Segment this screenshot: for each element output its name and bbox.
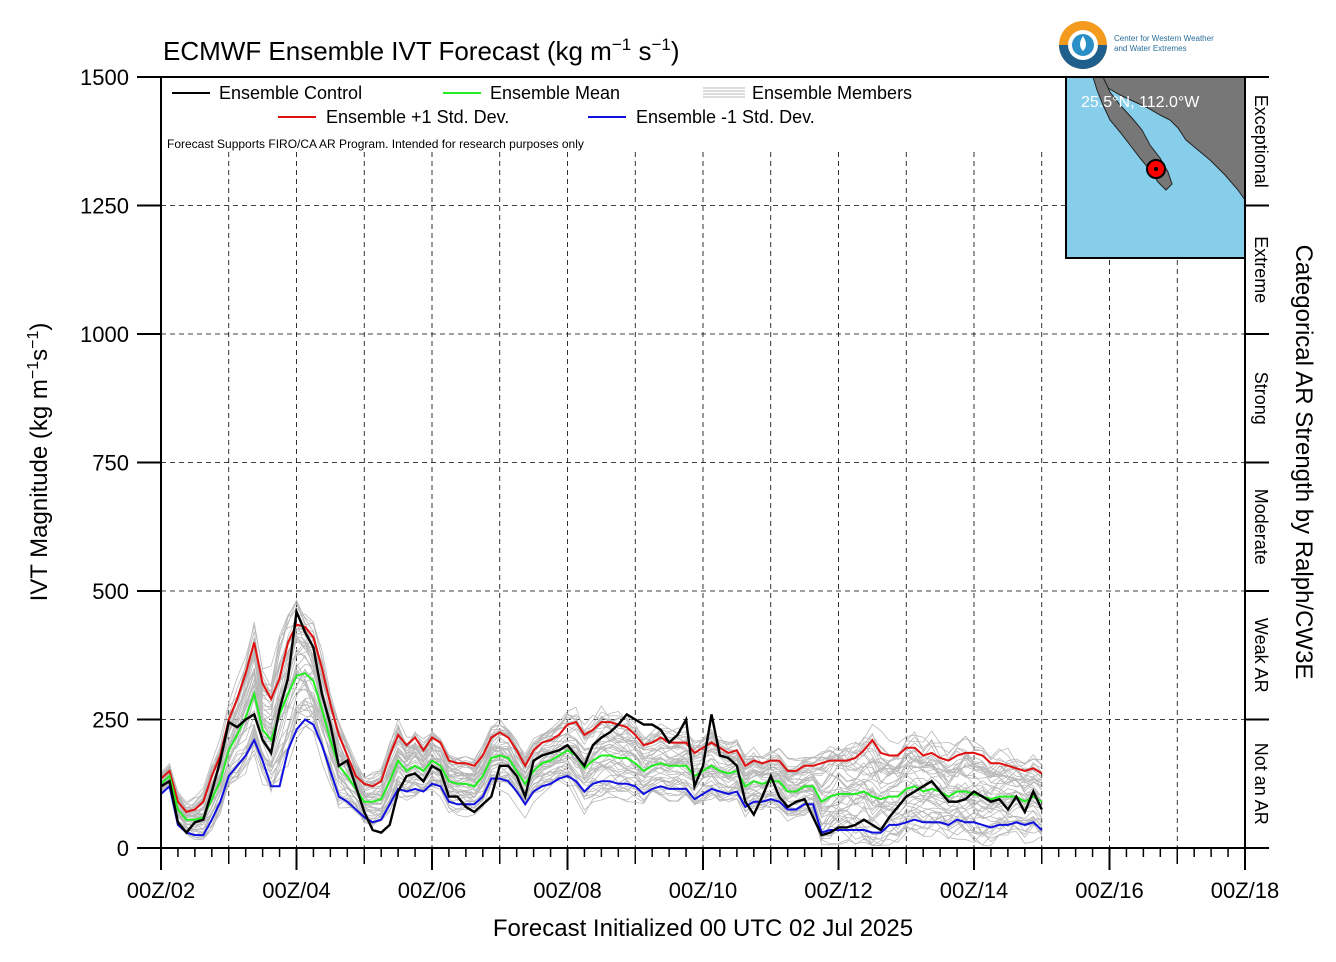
category-label: Moderate (1251, 489, 1271, 565)
category-label: Extreme (1251, 236, 1271, 303)
legend-swatch-members (703, 87, 745, 98)
inset-border (1065, 76, 1246, 259)
ensemble-member-line (160, 700, 1043, 844)
legend-label-mean: Ensemble Mean (490, 83, 620, 103)
ensemble-member-line (160, 639, 1042, 816)
y-tick-label: 750 (92, 451, 129, 476)
legend-label-control: Ensemble Control (219, 83, 362, 103)
series-line-minus1 (160, 718, 1043, 837)
x-tick-label: 00Z/12 (804, 878, 873, 903)
ensemble-member-line (160, 622, 1042, 812)
x-axis-title: Forecast Initialized 00 UTC 02 Jul 2025 (493, 915, 913, 942)
series-line-mean (160, 672, 1043, 821)
y-tick-label: 500 (92, 579, 129, 604)
ensemble-member-line (160, 677, 1043, 824)
legend-label-minus1: Ensemble -1 Std. Dev. (636, 107, 815, 127)
y-tick-label: 0 (117, 836, 129, 861)
y-tick-label: 1250 (80, 194, 129, 219)
y-tick-label: 1000 (80, 322, 129, 347)
x-tick-label: 00Z/14 (940, 878, 1009, 903)
category-label: Not an AR (1251, 743, 1271, 825)
x-tick-label: 00Z/18 (1211, 878, 1280, 903)
x-tick-label: 00Z/08 (533, 878, 602, 903)
legend-label-plus1: Ensemble +1 Std. Dev. (326, 107, 509, 127)
ensemble-member-line (160, 718, 1043, 846)
ensemble-member-line (160, 632, 1042, 817)
ensemble-member-line (160, 704, 1042, 840)
logo-text-line1: Center for Western Weather (1114, 34, 1214, 43)
chart-title: ECMWF Ensemble IVT Forecast (kg m−1 s−1) (163, 35, 680, 66)
right-axis-title: Categorical AR Strength by Ralph/CW3E (1290, 245, 1317, 680)
x-tick-label: 00Z/10 (669, 878, 738, 903)
ensemble-member-line (160, 711, 1043, 834)
ensemble-member-line (160, 684, 1043, 822)
logo-text-line2: and Water Extremes (1114, 44, 1187, 53)
category-label: Weak AR (1251, 618, 1271, 693)
ensemble-member-line (160, 697, 1043, 846)
location-marker-center (1154, 167, 1158, 171)
category-label: Exceptional (1251, 95, 1271, 188)
ensemble-member-line (160, 697, 1043, 846)
x-tick-label: 00Z/02 (127, 878, 196, 903)
x-tick-label: 00Z/04 (262, 878, 331, 903)
ensemble-members (160, 599, 1043, 846)
legend: Ensemble Control Ensemble Mean Ensemble … (167, 83, 912, 151)
location-inset-map: 25.5°N, 112.0°W (1065, 76, 1246, 259)
ensemble-member-line (160, 635, 1043, 815)
legend-label-members: Ensemble Members (752, 83, 912, 103)
series-line-plus1 (160, 623, 1043, 814)
water-drop-icon (1080, 36, 1086, 51)
inset-coordinates: 25.5°N, 112.0°W (1081, 94, 1200, 111)
x-tick-label: 00Z/06 (398, 878, 467, 903)
ensemble-member-line (160, 648, 1042, 819)
series-lines (160, 606, 1043, 837)
inset-land-mexico (1093, 76, 1246, 202)
ensemble-member-line (160, 709, 1042, 830)
series-line-control (160, 606, 1043, 837)
y-tick-label: 250 (92, 708, 129, 733)
cw3e-logo: Center for Western Weather and Water Ext… (1059, 21, 1214, 69)
x-tick-label: 00Z/16 (1075, 878, 1144, 903)
research-note: Forecast Supports FIRO/CA AR Program. In… (167, 137, 584, 151)
category-labels: Not an AR Weak AR Moderate Strong Extreme Exc… (1251, 95, 1271, 825)
tick-labels: 0 250 500 750 1000 1250 1500 00Z/02 00Z/04 00Z/06… (80, 65, 1279, 903)
y-tick-label: 1500 (80, 65, 129, 90)
y-axis-title: IVT Magnitude (kg m−1s−1) (25, 323, 53, 602)
ensemble-member-line (160, 639, 1043, 809)
category-label: Strong (1251, 372, 1271, 425)
ensemble-member-line (160, 664, 1042, 825)
